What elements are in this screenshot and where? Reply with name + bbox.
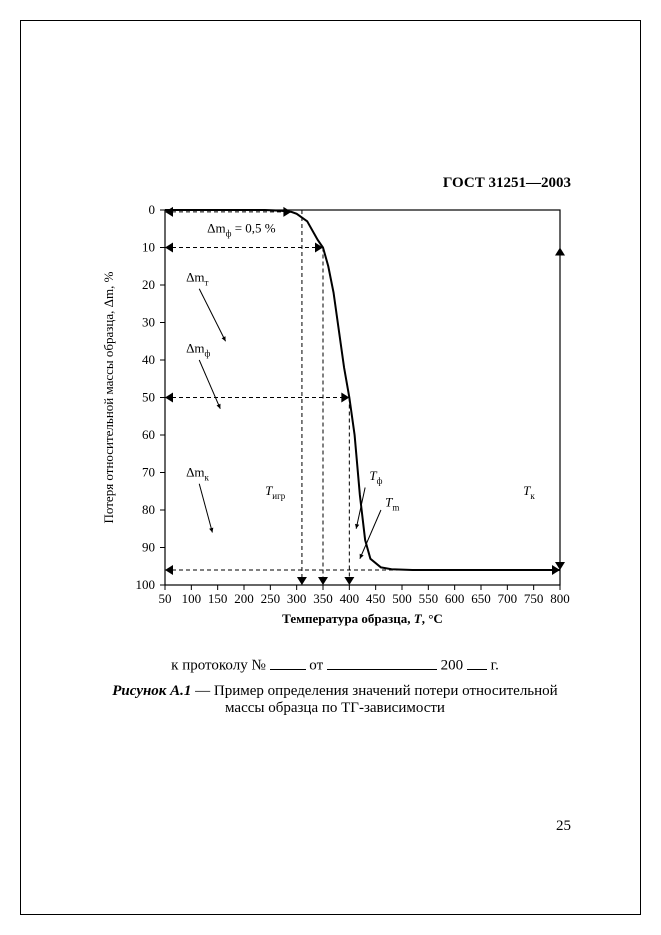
protocol-prefix: к протоколу № bbox=[171, 658, 266, 674]
svg-text:Температура образца, T, °C: Температура образца, T, °C bbox=[282, 611, 443, 626]
svg-text:10: 10 bbox=[142, 240, 155, 255]
svg-text:30: 30 bbox=[142, 315, 155, 330]
svg-text:700: 700 bbox=[498, 591, 518, 606]
protocol-line: к протоколу № от 200 г. bbox=[100, 655, 570, 675]
svg-text:90: 90 bbox=[142, 540, 155, 555]
svg-text:50: 50 bbox=[159, 591, 172, 606]
svg-text:70: 70 bbox=[142, 465, 155, 480]
caption-block: к протоколу № от 200 г. Рисунок А.1 — Пр… bbox=[100, 655, 570, 717]
protocol-year-blank bbox=[467, 655, 487, 670]
page-number: 25 bbox=[556, 818, 571, 835]
figure-label: Рисунок А.1 bbox=[112, 683, 191, 699]
svg-text:100: 100 bbox=[182, 591, 202, 606]
svg-text:150: 150 bbox=[208, 591, 228, 606]
svg-text:60: 60 bbox=[142, 427, 155, 442]
svg-text:Потеря относительной массы обр: Потеря относительной массы образца, Δm, … bbox=[101, 271, 116, 523]
tg-chart: 0102030405060708090100501001502002503003… bbox=[95, 200, 575, 640]
svg-text:0: 0 bbox=[149, 202, 156, 217]
protocol-suffix: г. bbox=[491, 658, 499, 674]
svg-text:500: 500 bbox=[392, 591, 412, 606]
svg-text:450: 450 bbox=[366, 591, 386, 606]
svg-text:600: 600 bbox=[445, 591, 465, 606]
svg-text:20: 20 bbox=[142, 277, 155, 292]
svg-text:350: 350 bbox=[313, 591, 333, 606]
svg-text:650: 650 bbox=[471, 591, 491, 606]
svg-text:250: 250 bbox=[261, 591, 281, 606]
figure-caption: Рисунок А.1 — Пример определения значени… bbox=[100, 683, 570, 717]
standard-code: ГОСТ 31251—2003 bbox=[443, 175, 571, 192]
svg-text:550: 550 bbox=[419, 591, 439, 606]
protocol-year-prefix: 200 bbox=[441, 658, 464, 674]
svg-text:40: 40 bbox=[142, 352, 155, 367]
svg-text:750: 750 bbox=[524, 591, 544, 606]
protocol-number-blank bbox=[270, 655, 306, 670]
protocol-mid: от bbox=[309, 658, 323, 674]
svg-text:100: 100 bbox=[136, 577, 156, 592]
protocol-date-blank bbox=[327, 655, 437, 670]
figure-sep: — bbox=[191, 683, 214, 699]
svg-text:400: 400 bbox=[340, 591, 360, 606]
figure-text: Пример определения значений потери относ… bbox=[214, 683, 558, 716]
svg-text:50: 50 bbox=[142, 390, 155, 405]
svg-text:800: 800 bbox=[550, 591, 570, 606]
svg-text:200: 200 bbox=[234, 591, 254, 606]
svg-text:300: 300 bbox=[287, 591, 307, 606]
svg-text:80: 80 bbox=[142, 502, 155, 517]
